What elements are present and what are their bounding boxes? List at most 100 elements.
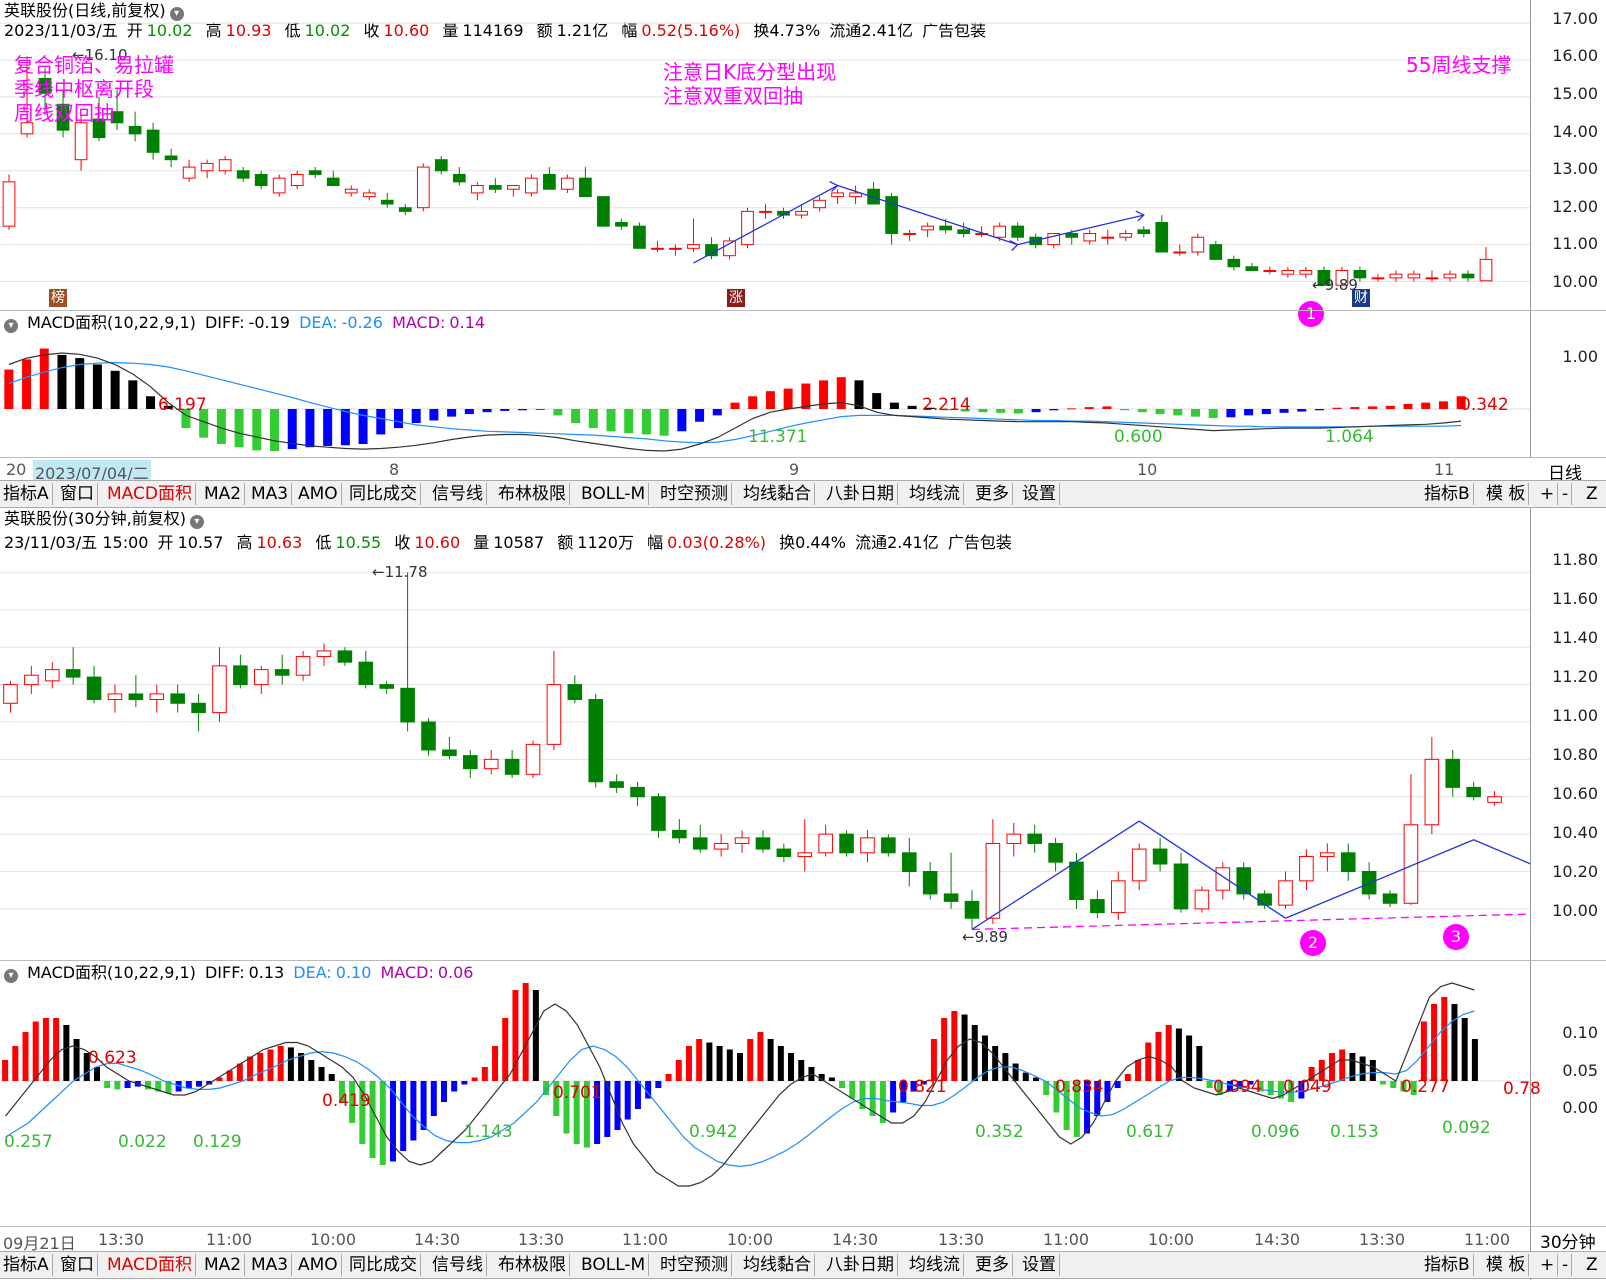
macd-bar bbox=[1359, 1056, 1366, 1081]
tab-bagua-date[interactable]: 八卦日期 bbox=[823, 483, 898, 505]
macd-bar bbox=[502, 1018, 509, 1081]
intraday-macd-chart[interactable] bbox=[0, 961, 1530, 1226]
tab-bollinger-limit[interactable]: 布林极限 bbox=[495, 1254, 570, 1276]
tab-ma2[interactable]: MA2 bbox=[201, 483, 246, 505]
macd-bar bbox=[859, 1081, 866, 1109]
annotation-weekly-pullback: 周线双回抽 bbox=[14, 101, 114, 125]
intraday-sector[interactable]: 广告包装 bbox=[947, 533, 1012, 552]
macd-bar bbox=[216, 1077, 223, 1081]
tab-template[interactable]: 模 板 bbox=[1483, 483, 1530, 505]
macd-bar bbox=[1247, 1081, 1254, 1085]
zoom-in-button[interactable]: + bbox=[1537, 1254, 1559, 1276]
tab-template[interactable]: 模 板 bbox=[1483, 1254, 1530, 1276]
tab-settings[interactable]: 设置 bbox=[1019, 1254, 1060, 1276]
annotation-55-week-support: 55周线支撑 bbox=[1406, 53, 1512, 77]
intraday-macd-title[interactable]: MACD面积(10,22,9,1) bbox=[27, 963, 196, 982]
daily-high: 高 10.93 bbox=[205, 21, 272, 40]
candle-body bbox=[1487, 796, 1502, 803]
macd-bar bbox=[1390, 1081, 1397, 1088]
candle-body bbox=[1152, 848, 1168, 865]
zoom-out-button[interactable]: - bbox=[1559, 1254, 1573, 1276]
tab-window[interactable]: 窗口 bbox=[57, 483, 98, 505]
candle-body bbox=[164, 155, 178, 161]
tab-spacetime-forecast[interactable]: 时空预测 bbox=[657, 1254, 732, 1276]
tab-more[interactable]: 更多 bbox=[972, 483, 1013, 505]
collapse-icon[interactable]: ▾ bbox=[4, 969, 18, 983]
candle-body bbox=[1011, 225, 1025, 238]
z-button[interactable]: Z bbox=[1586, 484, 1598, 504]
macd-bar bbox=[1043, 1081, 1050, 1095]
tab-indicator-b[interactable]: 指标B bbox=[1421, 1254, 1474, 1276]
candle-body bbox=[1006, 833, 1022, 844]
dropdown-icon[interactable]: ▾ bbox=[189, 515, 204, 529]
tab-spacetime-forecast[interactable]: 时空预测 bbox=[657, 483, 732, 505]
candle-body bbox=[434, 159, 448, 172]
intraday-candlestick-chart[interactable] bbox=[0, 540, 1530, 960]
daily-sector[interactable]: 广告包装 bbox=[922, 21, 987, 40]
diff-line bbox=[8, 352, 1462, 452]
macd-bar bbox=[900, 1081, 907, 1102]
tab-ma-cohesion[interactable]: 均线黏合 bbox=[740, 483, 815, 505]
candle-body bbox=[483, 758, 499, 770]
period-30min-button[interactable]: 30分钟 bbox=[1540, 1233, 1596, 1253]
tab-indicator-a[interactable]: 指标A bbox=[0, 1254, 53, 1276]
macd-bar bbox=[1175, 1028, 1182, 1081]
tab-settings[interactable]: 设置 bbox=[1019, 483, 1060, 505]
tab-boll-m[interactable]: BOLL-M bbox=[578, 483, 650, 505]
intraday-divider bbox=[0, 960, 1606, 961]
daily-title[interactable]: 英联股份(日线,前复权) bbox=[4, 1, 166, 20]
candle-body bbox=[1263, 269, 1277, 272]
tab-boll-m[interactable]: BOLL-M bbox=[578, 1254, 650, 1276]
macd-bar bbox=[879, 1081, 886, 1123]
tab-bagua-date[interactable]: 八卦日期 bbox=[823, 1254, 898, 1276]
daily-candlestick-chart[interactable] bbox=[0, 0, 1530, 308]
tab-ma-cohesion[interactable]: 均线黏合 bbox=[740, 1254, 815, 1276]
macd-bar bbox=[1186, 1035, 1193, 1081]
tab-ma3[interactable]: MA3 bbox=[248, 1254, 293, 1276]
tab-macd-area[interactable]: MACD面积 bbox=[104, 1254, 196, 1276]
daily-macd-chart[interactable] bbox=[0, 311, 1530, 457]
tab-ma2[interactable]: MA2 bbox=[201, 1254, 246, 1276]
marker-finance-icon[interactable]: 财 bbox=[1352, 289, 1370, 307]
macd-bar bbox=[1385, 405, 1395, 409]
tab-indicator-a[interactable]: 指标A bbox=[0, 483, 53, 505]
candle-body bbox=[218, 159, 232, 172]
tab-yoy-volume[interactable]: 同比成交 bbox=[346, 1254, 421, 1276]
marker-limit-up-icon[interactable]: 涨 bbox=[727, 289, 745, 307]
daily-date-divider bbox=[0, 457, 1606, 458]
tab-yoy-volume[interactable]: 同比成交 bbox=[346, 483, 421, 505]
tab-macd-area[interactable]: MACD面积 bbox=[104, 483, 196, 505]
candle-body bbox=[1335, 269, 1349, 286]
tab-ma3[interactable]: MA3 bbox=[248, 483, 293, 505]
candle-body bbox=[881, 837, 896, 854]
period-daily-button[interactable]: 日线 bbox=[1548, 464, 1582, 484]
daily-quote-row: 2023/11/03/五 开 10.02 高 10.93 低 10.02 收 10.60… bbox=[4, 21, 990, 41]
tab-indicator-b[interactable]: 指标B bbox=[1421, 483, 1474, 505]
tab-ma-flow[interactable]: 均线流 bbox=[906, 1254, 964, 1276]
collapse-icon[interactable]: ▾ bbox=[4, 319, 18, 333]
tab-signal-line[interactable]: 信号线 bbox=[429, 483, 487, 505]
tab-window[interactable]: 窗口 bbox=[57, 1254, 98, 1276]
candle-body bbox=[1111, 880, 1126, 914]
tab-amo[interactable]: AMO bbox=[295, 483, 342, 505]
macd-bar bbox=[75, 358, 85, 409]
tab-signal-line[interactable]: 信号线 bbox=[429, 1254, 487, 1276]
candle-body bbox=[901, 852, 917, 872]
candle-body bbox=[525, 743, 541, 775]
zoom-out-button[interactable]: - bbox=[1559, 483, 1573, 505]
tab-more[interactable]: 更多 bbox=[972, 1254, 1013, 1276]
intraday-title[interactable]: 英联股份(30分钟,前复权) bbox=[4, 509, 186, 528]
macd-bar bbox=[978, 409, 988, 413]
candle-body bbox=[588, 699, 604, 783]
macd-bar bbox=[270, 409, 280, 451]
tab-ma-flow[interactable]: 均线流 bbox=[906, 483, 964, 505]
tab-bollinger-limit[interactable]: 布林极限 bbox=[495, 483, 570, 505]
zoom-in-button[interactable]: + bbox=[1537, 483, 1559, 505]
tab-amo[interactable]: AMO bbox=[295, 1254, 342, 1276]
macd-bar bbox=[748, 396, 758, 409]
dropdown-icon[interactable]: ▾ bbox=[169, 7, 184, 21]
z-button[interactable]: Z bbox=[1586, 1255, 1598, 1275]
marker-list-icon[interactable]: 榜 bbox=[49, 289, 67, 307]
candle-body bbox=[741, 210, 754, 246]
daily-macd-title[interactable]: MACD面积(10,22,9,1) bbox=[27, 313, 196, 332]
